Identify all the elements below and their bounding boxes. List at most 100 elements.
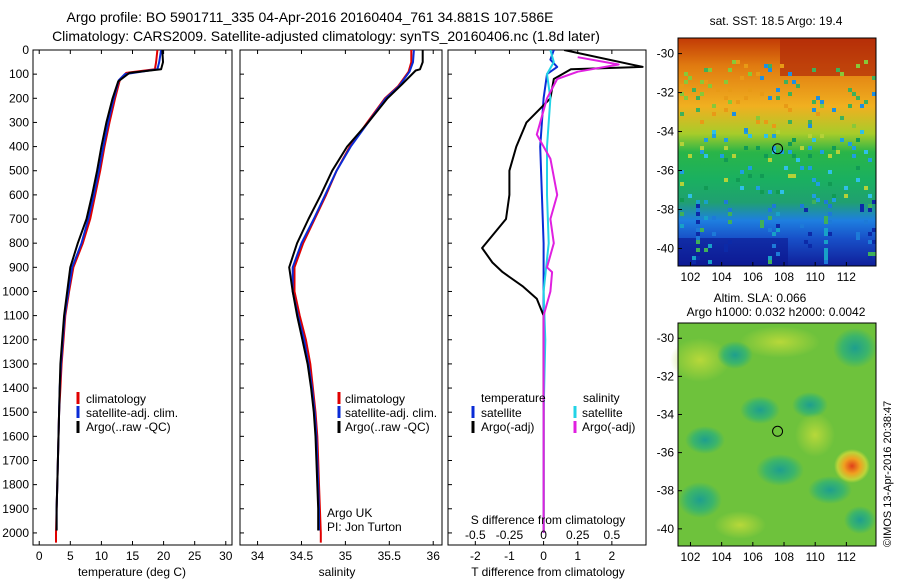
- sst-pixel: [740, 76, 744, 80]
- argo-location-marker: [772, 143, 784, 155]
- sst-pixel: [808, 120, 812, 124]
- sst-pixel: [852, 146, 856, 150]
- y-tick-label: 1300: [2, 357, 29, 371]
- x-tick-label: 2: [609, 549, 616, 563]
- map-y-tick-label: -40: [657, 241, 675, 255]
- map-y-tick-label: -32: [657, 86, 675, 100]
- y-tick-label: 1800: [2, 478, 29, 492]
- legend-title-salinity: salinity: [583, 391, 620, 405]
- sst-pixel: [812, 200, 816, 204]
- legend-label: satellite: [481, 406, 522, 420]
- sst-pixel: [776, 212, 780, 216]
- sst-pixel: [864, 60, 868, 64]
- sst-pixel: [704, 200, 708, 204]
- sst-pixel: [824, 220, 828, 224]
- sst-pixel: [804, 240, 808, 244]
- sla-blob: [678, 482, 722, 518]
- s-diff-tick-label: 0: [540, 528, 547, 542]
- sst-pixel: [820, 100, 824, 104]
- y-tick-label: 1600: [2, 429, 29, 443]
- sst-pixel: [868, 194, 872, 198]
- sst-pixel: [732, 60, 736, 64]
- map-x-tick-label: 112: [837, 270, 856, 284]
- sst-pixel: [792, 174, 796, 178]
- map-x-tick-label: 112: [837, 550, 856, 564]
- sst-pixel: [824, 260, 828, 264]
- sst-pixel: [748, 72, 752, 76]
- sst-pixel: [848, 88, 852, 92]
- sst-pixel: [788, 120, 792, 124]
- sst-pixel: [780, 190, 784, 194]
- sst-pixel: [736, 178, 740, 182]
- sst-pixel: [872, 252, 876, 256]
- sst-pixel: [724, 108, 728, 112]
- sst-pixel: [840, 138, 844, 142]
- sst-pixel: [868, 204, 872, 208]
- sst-pixel: [860, 204, 864, 208]
- sst-pixel: [724, 244, 728, 248]
- sst-pixel: [812, 194, 816, 198]
- sst-pixel: [700, 120, 704, 124]
- sst-pixel: [856, 236, 860, 240]
- sla-blob: [714, 511, 766, 539]
- sla-map-frame: [677, 322, 877, 547]
- sst-pixel: [728, 240, 732, 244]
- map-x-tick-label: 104: [712, 550, 732, 564]
- sst-pixel: [776, 240, 780, 244]
- sst-pixel: [712, 104, 716, 108]
- sst-pixel: [736, 60, 740, 64]
- x-tick-label: -1: [504, 549, 515, 563]
- map-y-tick-label: -36: [657, 164, 675, 178]
- sst-pixel: [708, 244, 712, 248]
- sla-blob: [685, 426, 725, 454]
- sst-pixel: [824, 248, 828, 252]
- sst-pixel: [764, 154, 768, 158]
- legend-label: climatology: [345, 392, 405, 406]
- sst-map-title: sat. SST: 18.5 Argo: 19.4: [710, 14, 843, 28]
- sst-pixel: [768, 68, 772, 72]
- sst-pixel: [864, 220, 868, 224]
- sst-pixel: [824, 200, 828, 204]
- y-tick-label: 1100: [3, 309, 29, 323]
- map-y-tick-label: -34: [657, 407, 675, 421]
- sla-warm-spot: [834, 449, 870, 483]
- sst-pixel: [768, 260, 772, 264]
- sst-pixel: [756, 186, 760, 190]
- sst-pixel: [800, 166, 804, 170]
- sst-pixel: [712, 112, 716, 116]
- sst-pixel: [868, 232, 872, 236]
- argo-uk-annotation: Argo UK: [327, 506, 372, 520]
- sst-pixel: [724, 200, 728, 204]
- sst-pixel: [788, 72, 792, 76]
- sst-pixel: [712, 216, 716, 220]
- y-tick-label: 1500: [2, 405, 29, 419]
- legend-label: satellite-adj. clim.: [86, 406, 178, 420]
- sst-pixel: [848, 104, 852, 108]
- sst-pixel: [764, 64, 768, 68]
- x-tick-label: 30: [219, 549, 233, 563]
- sla-blob: [717, 341, 753, 369]
- sst-pixel: [872, 228, 876, 232]
- sst-pixel: [760, 174, 764, 178]
- y-tick-label: 1900: [2, 502, 29, 516]
- sst-pixel: [696, 212, 700, 216]
- map-x-tick-label: 104: [712, 270, 732, 284]
- t-difference-axis-label: T difference from climatology: [471, 565, 625, 579]
- sst-pixel: [824, 256, 828, 260]
- sst-pixel: [688, 194, 692, 198]
- sst-pixel: [772, 244, 776, 248]
- sst-pixel: [776, 228, 780, 232]
- sst-pixel: [808, 154, 812, 158]
- sst-pixel: [724, 80, 728, 84]
- sst-pixel: [872, 92, 876, 96]
- sst-pixel: [812, 138, 816, 142]
- sst-pixel: [824, 252, 828, 256]
- x-tick-label: 20: [157, 549, 171, 563]
- sst-pixel: [776, 252, 780, 256]
- sst-pixel: [800, 204, 804, 208]
- x-tick-label: 25: [188, 549, 202, 563]
- sst-pixel: [760, 76, 764, 80]
- sst-pixel: [680, 198, 684, 202]
- sst-pixel: [796, 84, 800, 88]
- map-x-tick-label: 102: [680, 550, 700, 564]
